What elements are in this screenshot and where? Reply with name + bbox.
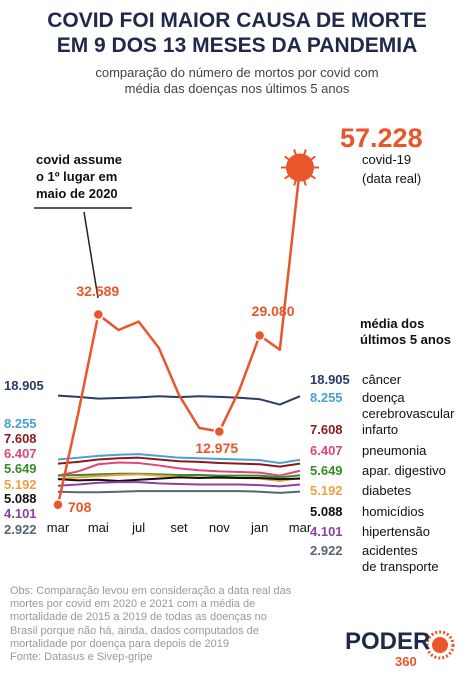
- series-line: [57, 461, 301, 477]
- right-average-label: 7.608: [310, 422, 343, 437]
- right-average-label: 18.905: [310, 372, 350, 387]
- legend-label: homicídios: [362, 504, 425, 519]
- annotation-leader: [83, 211, 99, 299]
- x-tick-label: set: [170, 520, 188, 535]
- x-tick-label: mar: [46, 520, 70, 535]
- legend-label: infarto: [362, 422, 399, 437]
- right-average-label: 5.192: [310, 483, 343, 498]
- covid-point: [213, 425, 226, 438]
- legend-label: apar. digestivo: [362, 463, 446, 478]
- notes: Obs: Comparação levou em consideração a …: [10, 585, 292, 663]
- chart-subtitle: comparação do número de mortos por covid…: [95, 65, 379, 96]
- left-average-label: 5.649: [4, 461, 37, 476]
- legend-label: diabetes: [362, 483, 412, 498]
- series-line: [57, 456, 301, 468]
- left-average-label: 5.192: [4, 477, 37, 492]
- legend-label: pneumonia: [362, 443, 427, 458]
- left-average-label: 6.407: [4, 446, 37, 461]
- x-tick-label: jan: [250, 520, 269, 535]
- logo-mark: [425, 630, 455, 660]
- left-average-label: 18.905: [4, 378, 44, 393]
- legend-label: doença cerebrovascular: [362, 390, 455, 421]
- series-line: [57, 472, 301, 479]
- left-average-label: 8.255: [4, 416, 37, 431]
- right-average-label: 6.407: [310, 443, 343, 458]
- left-average-label: 4.101: [4, 506, 37, 521]
- covid-caption-note: (data real): [362, 171, 422, 186]
- chart-title: COVID FOI MAIOR CAUSA DE MORTE EM 9 DOS …: [47, 9, 427, 58]
- right-average-label: 5.088: [310, 504, 343, 519]
- covid-point: [253, 329, 266, 342]
- annotation: covid assume o 1º lugar em maio de 2020: [36, 152, 122, 201]
- right-average-label: 2.922: [310, 543, 343, 558]
- left-average-label: 5.088: [4, 491, 37, 506]
- covid-value-label: 29.080: [251, 303, 295, 320]
- right-average-label: 5.649: [310, 463, 343, 478]
- legend-label: câncer: [362, 372, 402, 387]
- x-tick-label: mar: [288, 520, 312, 535]
- x-tick-label: mai: [87, 520, 109, 535]
- left-average-label: 7.608: [4, 431, 37, 446]
- legend-label: acidentes de transporte: [362, 543, 439, 574]
- covid-value-label: 32.589: [76, 282, 120, 299]
- covid-value-label: 57.228: [340, 123, 423, 153]
- covid-point: [92, 308, 105, 321]
- left-average-label: 2.922: [4, 522, 37, 537]
- covid-caption: covid-19: [362, 152, 412, 167]
- x-tick-label: jul: [132, 520, 146, 535]
- series-line: [57, 453, 301, 465]
- covid-value-label: 12.975: [195, 439, 239, 456]
- logo-number: 360: [395, 654, 417, 669]
- series-line: [57, 476, 301, 482]
- average-heading: média dos últimos 5 anos: [360, 316, 452, 347]
- x-tick-label: nov: [208, 520, 230, 535]
- logo-name: PODER: [345, 628, 431, 655]
- covid-point: [52, 499, 64, 511]
- series-line: [57, 490, 301, 494]
- series-line: [57, 481, 301, 488]
- right-average-label: 4.101: [310, 524, 343, 539]
- covid-value-label: 708: [68, 498, 92, 515]
- covid-point: [286, 153, 314, 182]
- right-average-label: 8.255: [310, 390, 343, 405]
- legend-label: hipertensão: [362, 524, 430, 539]
